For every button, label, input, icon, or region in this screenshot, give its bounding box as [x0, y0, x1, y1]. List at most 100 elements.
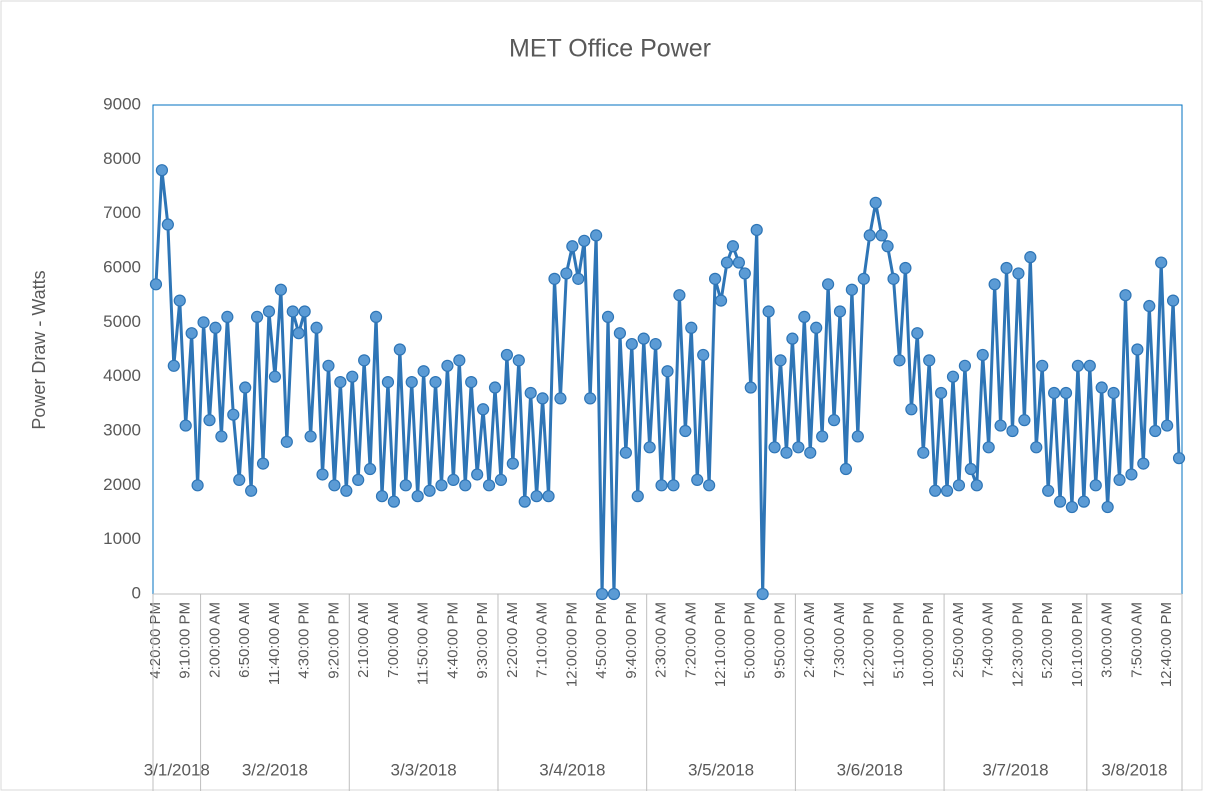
point-marker: [560, 267, 573, 280]
point-marker: [703, 479, 716, 492]
point-marker: [1172, 452, 1186, 465]
point-marker: [786, 332, 799, 345]
point-marker: [768, 441, 781, 454]
x-tick-label: 3:00:00 AM: [1099, 602, 1116, 678]
x-tick-label: 7:10:00 AM: [534, 602, 551, 678]
x-tick-label: 6:50:00 AM: [236, 602, 253, 678]
point-marker: [780, 446, 793, 459]
point-marker: [1131, 343, 1144, 356]
point-marker: [459, 479, 472, 492]
point-marker: [167, 359, 180, 372]
point-marker: [524, 386, 537, 400]
point-marker: [726, 240, 740, 253]
point-marker: [554, 392, 567, 405]
date-group-label: 3/2/2018: [242, 760, 308, 779]
point-marker: [1059, 386, 1073, 400]
point-marker: [334, 376, 347, 389]
x-tick-label: 9:50:00 PM: [771, 602, 788, 679]
point-marker: [1065, 500, 1079, 514]
point-marker: [387, 495, 400, 508]
x-tick-label: 2:50:00 AM: [950, 602, 967, 678]
point-marker: [322, 359, 335, 372]
point-marker: [441, 359, 454, 372]
point-marker: [411, 490, 424, 503]
x-tick-label: 5:20:00 PM: [1039, 602, 1056, 679]
point-marker: [590, 229, 603, 242]
x-tick-label: 11:40:00 AM: [266, 602, 283, 685]
point-marker: [298, 305, 311, 318]
point-marker: [453, 354, 466, 367]
point-marker: [369, 310, 383, 323]
point-marker: [750, 223, 763, 237]
point-marker: [310, 321, 323, 334]
point-marker: [595, 587, 609, 601]
point-marker: [833, 305, 847, 318]
y-tick-label: 1000: [103, 529, 141, 548]
point-marker: [405, 376, 418, 389]
point-marker: [1155, 256, 1168, 269]
point-marker: [905, 403, 918, 416]
point-marker: [607, 587, 621, 601]
point-marker: [262, 305, 276, 318]
point-marker: [209, 321, 222, 334]
date-group-label: 3/8/2018: [1101, 760, 1167, 779]
point-marker: [1024, 251, 1037, 264]
y-axis-label: Power Draw - Watts: [29, 270, 49, 429]
point-marker: [161, 218, 174, 231]
point-marker: [970, 479, 983, 492]
point-marker: [179, 419, 192, 432]
x-tick-label: 12:30:00 PM: [1009, 602, 1026, 687]
point-marker: [423, 484, 436, 497]
x-tick-label: 2:30:00 AM: [653, 602, 670, 678]
y-tick-label: 8000: [103, 149, 141, 168]
point-marker: [233, 473, 246, 486]
point-marker: [1125, 468, 1138, 481]
point-marker: [1071, 359, 1085, 372]
x-tick-label: 2:10:00 AM: [355, 602, 372, 678]
x-tick-label: 9:20:00 PM: [325, 602, 342, 679]
point-marker: [215, 430, 228, 443]
x-tick-label: 7:20:00 AM: [682, 602, 699, 678]
point-marker: [774, 354, 787, 367]
point-marker: [697, 348, 710, 362]
point-marker: [316, 468, 329, 481]
point-marker: [512, 354, 525, 367]
point-marker: [280, 435, 293, 448]
point-marker: [649, 337, 662, 351]
point-marker: [340, 484, 353, 497]
point-marker: [530, 490, 543, 503]
point-marker: [1048, 386, 1061, 400]
date-group-label: 3/1/2018: [144, 760, 210, 779]
point-marker: [1166, 294, 1180, 307]
point-marker: [482, 479, 496, 492]
point-marker: [304, 430, 317, 443]
point-marker: [810, 321, 823, 334]
point-marker: [203, 414, 216, 427]
y-tick-label: 7000: [103, 203, 141, 222]
point-marker: [274, 283, 287, 296]
x-tick-label: 10:10:00 PM: [1069, 602, 1086, 687]
point-marker: [601, 310, 615, 323]
point-marker: [1036, 359, 1049, 372]
point-marker: [197, 316, 210, 329]
point-marker: [643, 441, 656, 454]
plot-border: [152, 104, 1183, 594]
date-group-label: 3/4/2018: [539, 760, 605, 779]
point-marker: [851, 430, 864, 443]
point-marker: [685, 321, 698, 334]
point-marker: [191, 479, 204, 492]
y-tick-label: 0: [132, 583, 141, 602]
date-group-label: 3/5/2018: [688, 760, 754, 779]
point-marker: [227, 408, 240, 421]
point-marker: [899, 261, 912, 275]
point-marker: [471, 468, 484, 481]
point-marker: [578, 234, 591, 247]
point-marker: [1053, 495, 1067, 508]
point-marker: [1089, 479, 1102, 492]
point-marker: [572, 272, 585, 285]
y-tick-label: 3000: [103, 420, 141, 439]
point-marker: [994, 419, 1007, 432]
x-tick-label: 4:40:00 PM: [444, 602, 461, 679]
x-tick-label: 11:50:00 AM: [415, 602, 432, 685]
